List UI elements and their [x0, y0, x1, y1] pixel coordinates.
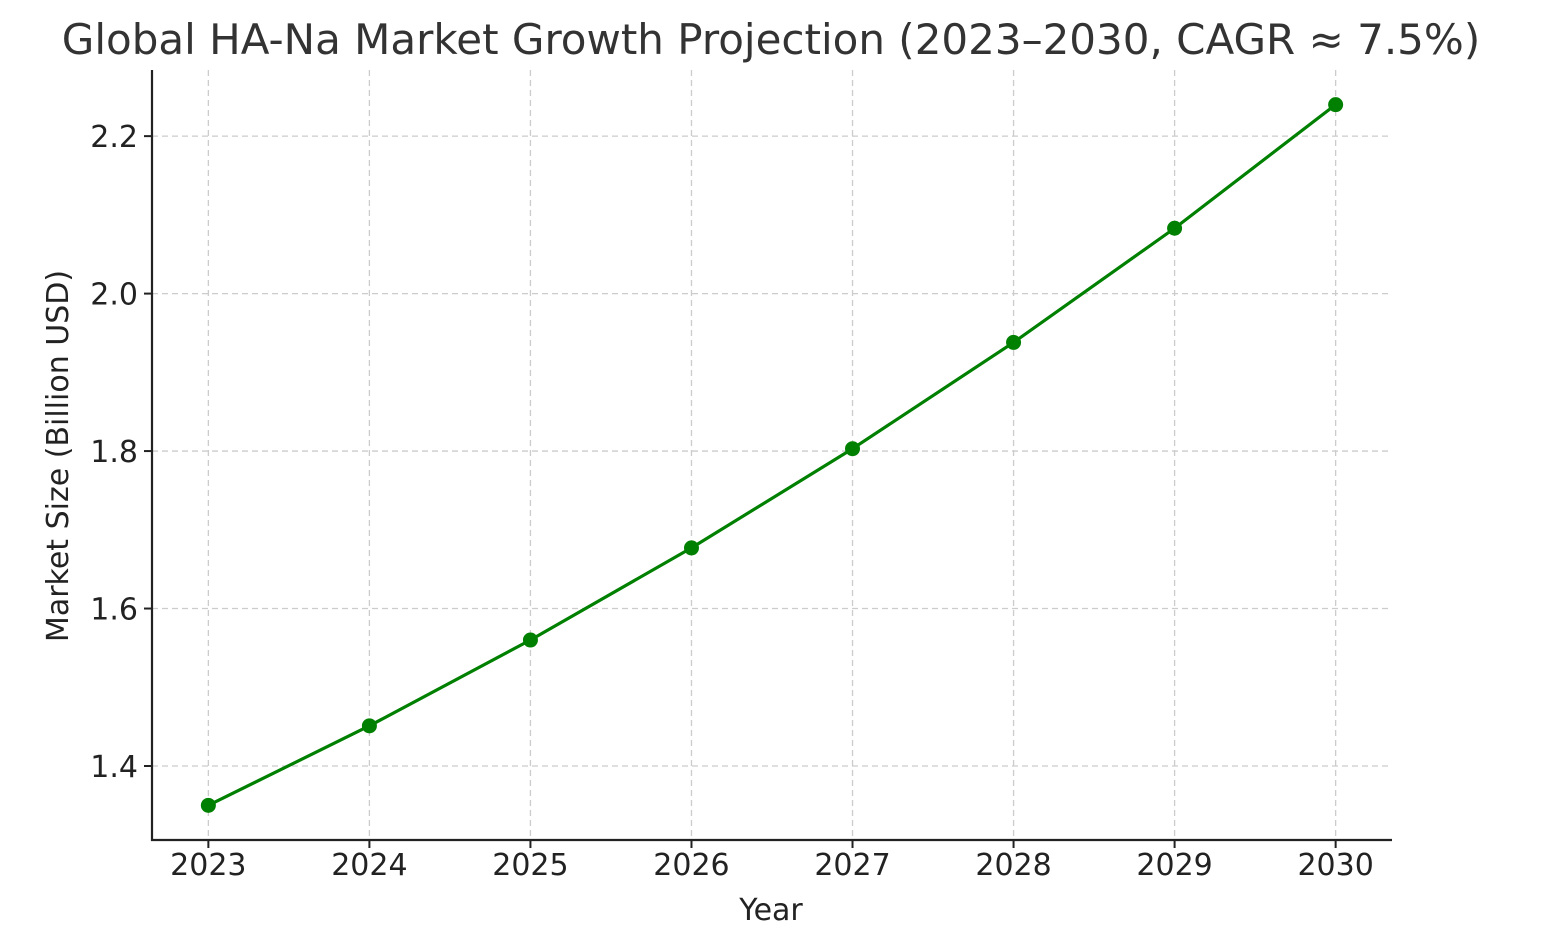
x-tick-label: 2027 [814, 848, 890, 883]
y-tick-label: 2.2 [90, 120, 138, 155]
y-ticks: 1.4 1.6 1.8 2.0 2.2 [90, 120, 152, 785]
data-point [845, 441, 861, 457]
x-tick-label: 2029 [1136, 848, 1212, 883]
data-point [1328, 97, 1344, 113]
x-tick-label: 2024 [331, 848, 407, 883]
y-axis-label: Market Size (Billion USD) [41, 270, 76, 642]
data-point [200, 797, 216, 813]
y-tick-label: 1.8 [90, 435, 138, 470]
data-point [1167, 220, 1183, 236]
x-tick-label: 2028 [975, 848, 1051, 883]
x-tick-label: 2025 [492, 848, 568, 883]
y-gridlines [152, 135, 1392, 767]
x-gridlines [207, 70, 1337, 840]
data-point [683, 540, 699, 556]
data-point [522, 632, 538, 648]
chart-title: Global HA-Na Market Growth Projection (2… [62, 15, 1480, 64]
x-tick-label: 2023 [170, 848, 246, 883]
x-ticks: 2023 2024 2025 2026 2027 2028 2029 2030 [170, 840, 1374, 883]
x-axis-label: Year [738, 893, 803, 928]
x-tick-label: 2030 [1297, 848, 1373, 883]
axes [150, 70, 1392, 842]
data-point [1006, 334, 1022, 350]
series-line [206, 103, 1338, 807]
y-tick-label: 1.4 [90, 750, 138, 785]
data-point [361, 718, 377, 734]
y-tick-label: 2.0 [90, 278, 138, 313]
y-tick-label: 1.6 [90, 593, 138, 628]
x-tick-label: 2026 [653, 848, 729, 883]
series-group [200, 97, 1344, 813]
